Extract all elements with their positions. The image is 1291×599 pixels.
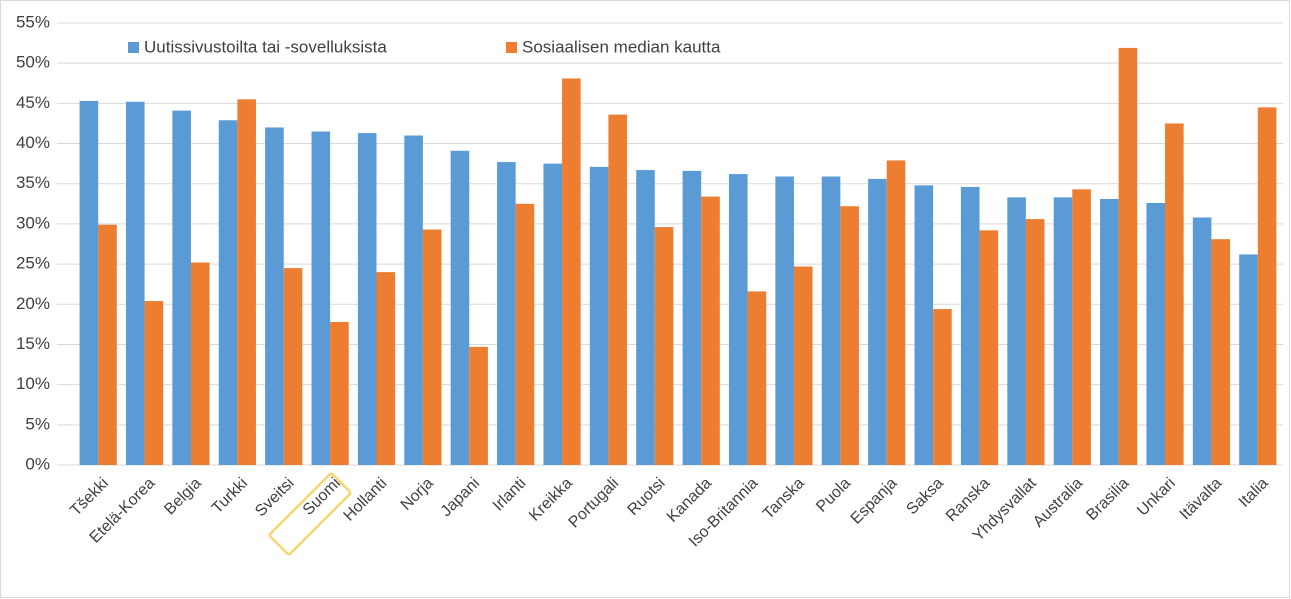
bar bbox=[654, 227, 674, 465]
legend-label: Sosiaalisen median kautta bbox=[522, 37, 721, 56]
bar bbox=[1053, 197, 1073, 465]
highlight-box bbox=[268, 472, 352, 556]
bar bbox=[1007, 197, 1026, 465]
bar bbox=[1118, 47, 1138, 466]
bar bbox=[1100, 198, 1119, 465]
bar bbox=[933, 309, 952, 465]
y-tick-label: 35% bbox=[16, 173, 50, 192]
bar bbox=[1211, 239, 1231, 465]
bar bbox=[979, 230, 999, 465]
bar bbox=[469, 346, 488, 465]
x-tick-label: Portugali bbox=[566, 475, 623, 532]
x-tick-label: Hollanti bbox=[341, 475, 391, 525]
bar bbox=[497, 162, 516, 465]
bar bbox=[283, 268, 303, 465]
bar bbox=[265, 127, 284, 466]
bar bbox=[330, 321, 349, 465]
y-tick-label: 55% bbox=[16, 12, 50, 31]
bar bbox=[1239, 254, 1258, 465]
x-tick-label: Brasilia bbox=[1083, 475, 1132, 524]
x-tick-label: Unkari bbox=[1134, 475, 1179, 520]
x-tick-label: Saksa bbox=[903, 475, 947, 519]
bar bbox=[190, 262, 210, 465]
x-tick-label: Puola bbox=[813, 475, 854, 516]
x-tick-label: Espanja bbox=[848, 475, 901, 528]
y-tick-label: 0% bbox=[25, 454, 50, 473]
x-tick-label: Turkki bbox=[209, 475, 251, 517]
x-tick-label: Norja bbox=[398, 475, 437, 514]
bar bbox=[1257, 107, 1277, 465]
x-tick-label: Japani bbox=[438, 475, 483, 520]
y-tick-label: 40% bbox=[16, 133, 50, 152]
y-tick-label: 10% bbox=[16, 374, 50, 393]
bar bbox=[311, 131, 331, 465]
bar bbox=[237, 99, 256, 465]
bar bbox=[840, 206, 859, 465]
bar bbox=[1146, 203, 1166, 466]
bar bbox=[404, 135, 423, 465]
bar bbox=[775, 176, 794, 465]
bar bbox=[1192, 217, 1212, 465]
bar bbox=[821, 176, 841, 465]
bar bbox=[450, 150, 470, 465]
bar bbox=[914, 185, 934, 466]
bar bbox=[543, 163, 563, 466]
y-tick-label: 15% bbox=[16, 334, 50, 353]
legend-swatch bbox=[128, 42, 139, 53]
bar bbox=[960, 186, 980, 465]
y-tick-label: 25% bbox=[16, 254, 50, 273]
bar bbox=[98, 224, 117, 465]
bar bbox=[682, 170, 702, 466]
bar bbox=[728, 174, 748, 466]
legend-label: Uutissivustoilta tai -sovelluksista bbox=[144, 37, 387, 56]
legend-swatch bbox=[506, 42, 517, 53]
x-tick-label: Belgia bbox=[161, 475, 205, 519]
x-tick-label: Irlanti bbox=[490, 475, 530, 515]
y-tick-label: 30% bbox=[16, 213, 50, 232]
bar bbox=[218, 120, 238, 466]
bar bbox=[422, 229, 442, 465]
bar bbox=[701, 196, 720, 465]
bar bbox=[562, 78, 581, 465]
bar bbox=[793, 266, 813, 465]
bar bbox=[1165, 123, 1184, 466]
bar bbox=[1025, 219, 1045, 465]
bar bbox=[376, 272, 396, 465]
bar bbox=[172, 110, 191, 465]
bar bbox=[1072, 189, 1091, 465]
bar bbox=[125, 101, 145, 466]
bar bbox=[144, 301, 164, 465]
bar bbox=[868, 178, 887, 465]
x-tick-label: Tšekki bbox=[67, 475, 112, 520]
bar bbox=[357, 133, 377, 465]
bar bbox=[608, 114, 628, 465]
y-tick-label: 45% bbox=[16, 93, 50, 112]
y-tick-label: 20% bbox=[16, 294, 50, 313]
bar bbox=[79, 100, 99, 465]
x-tick-label: Tanska bbox=[760, 475, 808, 523]
y-tick-label: 50% bbox=[16, 53, 50, 72]
bar bbox=[515, 203, 535, 465]
x-tick-label: Ruotsi bbox=[625, 475, 669, 519]
x-tick-label: Australia bbox=[1030, 475, 1086, 531]
bar bbox=[886, 160, 906, 465]
bar bbox=[636, 170, 655, 465]
x-tick-label: Itävalta bbox=[1177, 475, 1226, 524]
bar bbox=[589, 166, 609, 466]
bar bbox=[747, 291, 767, 465]
x-tick-label: Italia bbox=[1236, 475, 1272, 511]
y-tick-label: 5% bbox=[25, 414, 50, 433]
